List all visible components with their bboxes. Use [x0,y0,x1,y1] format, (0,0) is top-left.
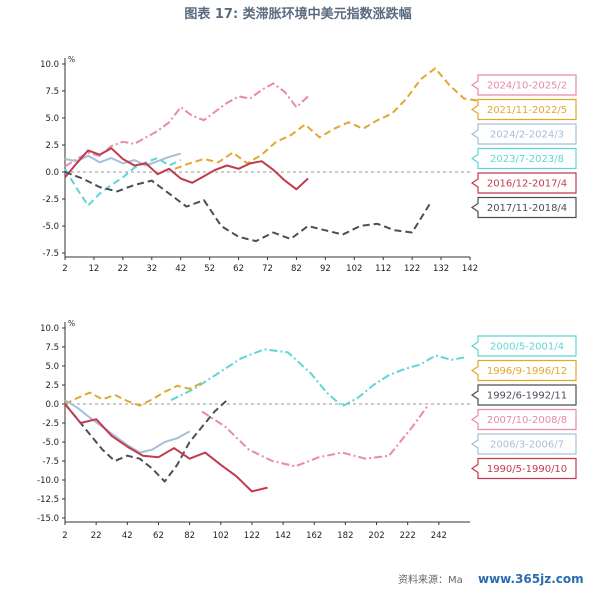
x-tick-label: 52 [204,264,215,274]
y-tick-label: -2.5 [42,419,59,429]
series-line-5 [64,399,191,454]
x-tick-label: 82 [291,264,302,274]
x-tick-label: 2 [62,264,67,274]
series-line-5 [64,147,309,191]
x-tick-label: 82 [184,531,195,541]
y-tick-label: -7.5 [42,249,59,259]
y-tick-label: 2.5 [45,141,59,151]
x-tick-label: 12 [89,264,100,274]
x-tick-label: 102 [213,531,229,541]
x-tick-label: 2 [62,531,67,541]
y-tick-label: -5.0 [42,222,59,232]
legend-box-4 [470,408,577,431]
x-tick-label: 92 [320,264,331,274]
legend-label-2: 2021/11-2022/5 [487,105,567,116]
series-line-1 [170,348,468,408]
legend-label-5: 2016/12-2017/4 [487,179,567,190]
x-tick-label: 202 [368,531,384,541]
legend-label-1: 2000/5-2001/4 [490,342,564,353]
y-tick-label: 0.0 [45,168,59,178]
legend-label-1: 2024/10-2025/2 [487,81,567,92]
legend-box-2 [470,359,577,382]
legend-label-4: 2023/7-2023/8 [490,154,564,165]
legend-box-2 [470,98,577,121]
legend-label-6: 2017/11-2018/4 [487,203,567,214]
legend-label-6: 1990/5-1990/10 [487,464,567,475]
x-tick-label: 162 [306,531,322,541]
x-tick-label: 142 [275,531,291,541]
y-tick-label: 5.0 [45,362,59,372]
legend-box-1 [470,335,577,357]
x-tick-label: 222 [400,531,416,541]
series-line-1 [64,82,309,168]
series-line-6 [64,171,431,243]
y-tick-label: 7.5 [45,87,59,97]
x-tick-label: 22 [117,264,128,274]
series-line-4 [201,404,429,468]
x-tick-label: 42 [175,264,186,274]
x-tick-label: 22 [91,531,102,541]
y-unit-label: % [68,319,75,328]
x-tick-label: 142 [462,264,478,274]
x-tick-label: 32 [146,264,157,274]
x-tick-label: 42 [122,531,133,541]
x-tick-label: 72 [262,264,273,274]
chart-top: % 10.0 7.5 5.0 2.5 0.0 -2.5 -5.0 -7.52 12 22 32 42 52… [40,55,577,274]
y-tick-label: 2.5 [45,381,59,391]
legend-box-1 [470,74,577,96]
x-tick-label: 122 [244,531,260,541]
y-unit-label: % [68,55,75,64]
x-tick-label: 182 [337,531,353,541]
legend-box-4 [470,147,577,170]
legend-box-3 [470,384,577,406]
legend-label-2: 1996/9-1996/12 [487,366,567,377]
series-line-3 [64,399,228,483]
y-tick-label: 10.0 [40,60,59,70]
x-tick-label: 242 [431,531,447,541]
x-tick-label: 62 [233,264,244,274]
y-tick-label: 0.0 [45,400,59,410]
legend-label-3: 1992/6-1992/11 [487,391,567,402]
y-tick-label: -15.0 [37,514,59,524]
legend-box-6 [470,457,577,480]
y-tick-label: -5.0 [42,438,59,448]
x-tick-label: 62 [153,531,164,541]
y-tick-label: -12.5 [37,495,59,505]
y-tick-label: 10.0 [40,324,59,334]
x-tick-label: 122 [404,264,420,274]
legend-label-4: 2007/10-2008/8 [487,415,567,426]
legend-label-3: 2024/2-2024/3 [490,130,564,141]
x-tick-label: 132 [433,264,449,274]
legend-box-5 [470,433,577,455]
source-note: 资料来源：Ma [398,573,463,586]
series-line-4 [64,157,182,207]
series-line-2 [174,67,479,170]
legend-box-5 [470,172,577,194]
y-tick-label: -2.5 [42,195,59,205]
legend-box-6 [470,196,577,219]
chart-title: 图表 17: 类滞胀环境中美元指数涨跌幅 [184,6,411,22]
x-tick-label: 112 [375,264,391,274]
y-tick-label: 7.5 [45,343,59,353]
chart-bottom: % 10.0 7.5 5.0 2.5 0.0 -2.5 -5.0 -7.5 -10.0 -12.5 -… [37,319,577,541]
watermark: www.365jz.com [478,572,584,586]
x-tick-label: 102 [346,264,362,274]
y-tick-label: -10.0 [37,476,59,486]
legend-label-5: 2006/3-2006/7 [490,440,564,451]
y-tick-label: 5.0 [45,114,59,124]
legend-box-3 [470,123,577,145]
series-line-6 [64,403,268,493]
series-line-2 [64,381,203,407]
y-tick-label: -7.5 [42,457,59,467]
